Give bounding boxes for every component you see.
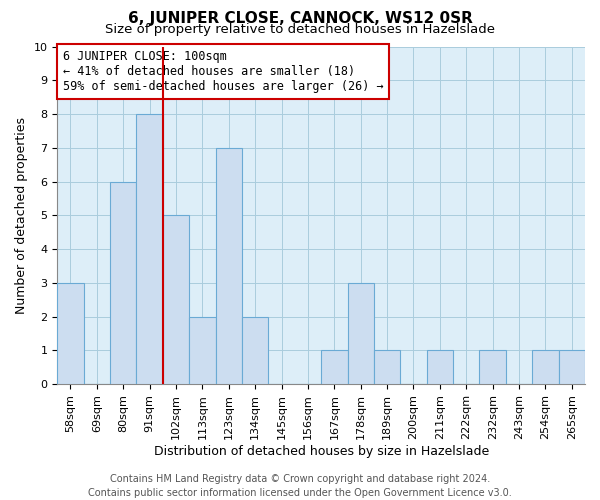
Bar	[189, 316, 215, 384]
X-axis label: Distribution of detached houses by size in Hazelslade: Distribution of detached houses by size …	[154, 444, 489, 458]
Text: 6, JUNIPER CLOSE, CANNOCK, WS12 0SR: 6, JUNIPER CLOSE, CANNOCK, WS12 0SR	[128, 11, 472, 26]
Bar	[242, 316, 268, 384]
Bar	[374, 350, 400, 384]
Text: 6 JUNIPER CLOSE: 100sqm
← 41% of detached houses are smaller (18)
59% of semi-de: 6 JUNIPER CLOSE: 100sqm ← 41% of detache…	[62, 50, 383, 93]
Bar	[427, 350, 453, 384]
Bar	[321, 350, 347, 384]
Bar	[163, 216, 189, 384]
Bar	[559, 350, 585, 384]
Y-axis label: Number of detached properties: Number of detached properties	[15, 117, 28, 314]
Bar	[57, 283, 83, 384]
Text: Contains HM Land Registry data © Crown copyright and database right 2024.
Contai: Contains HM Land Registry data © Crown c…	[88, 474, 512, 498]
Bar	[136, 114, 163, 384]
Bar	[347, 283, 374, 384]
Bar	[532, 350, 559, 384]
Text: Size of property relative to detached houses in Hazelslade: Size of property relative to detached ho…	[105, 22, 495, 36]
Bar	[479, 350, 506, 384]
Bar	[110, 182, 136, 384]
Bar	[215, 148, 242, 384]
